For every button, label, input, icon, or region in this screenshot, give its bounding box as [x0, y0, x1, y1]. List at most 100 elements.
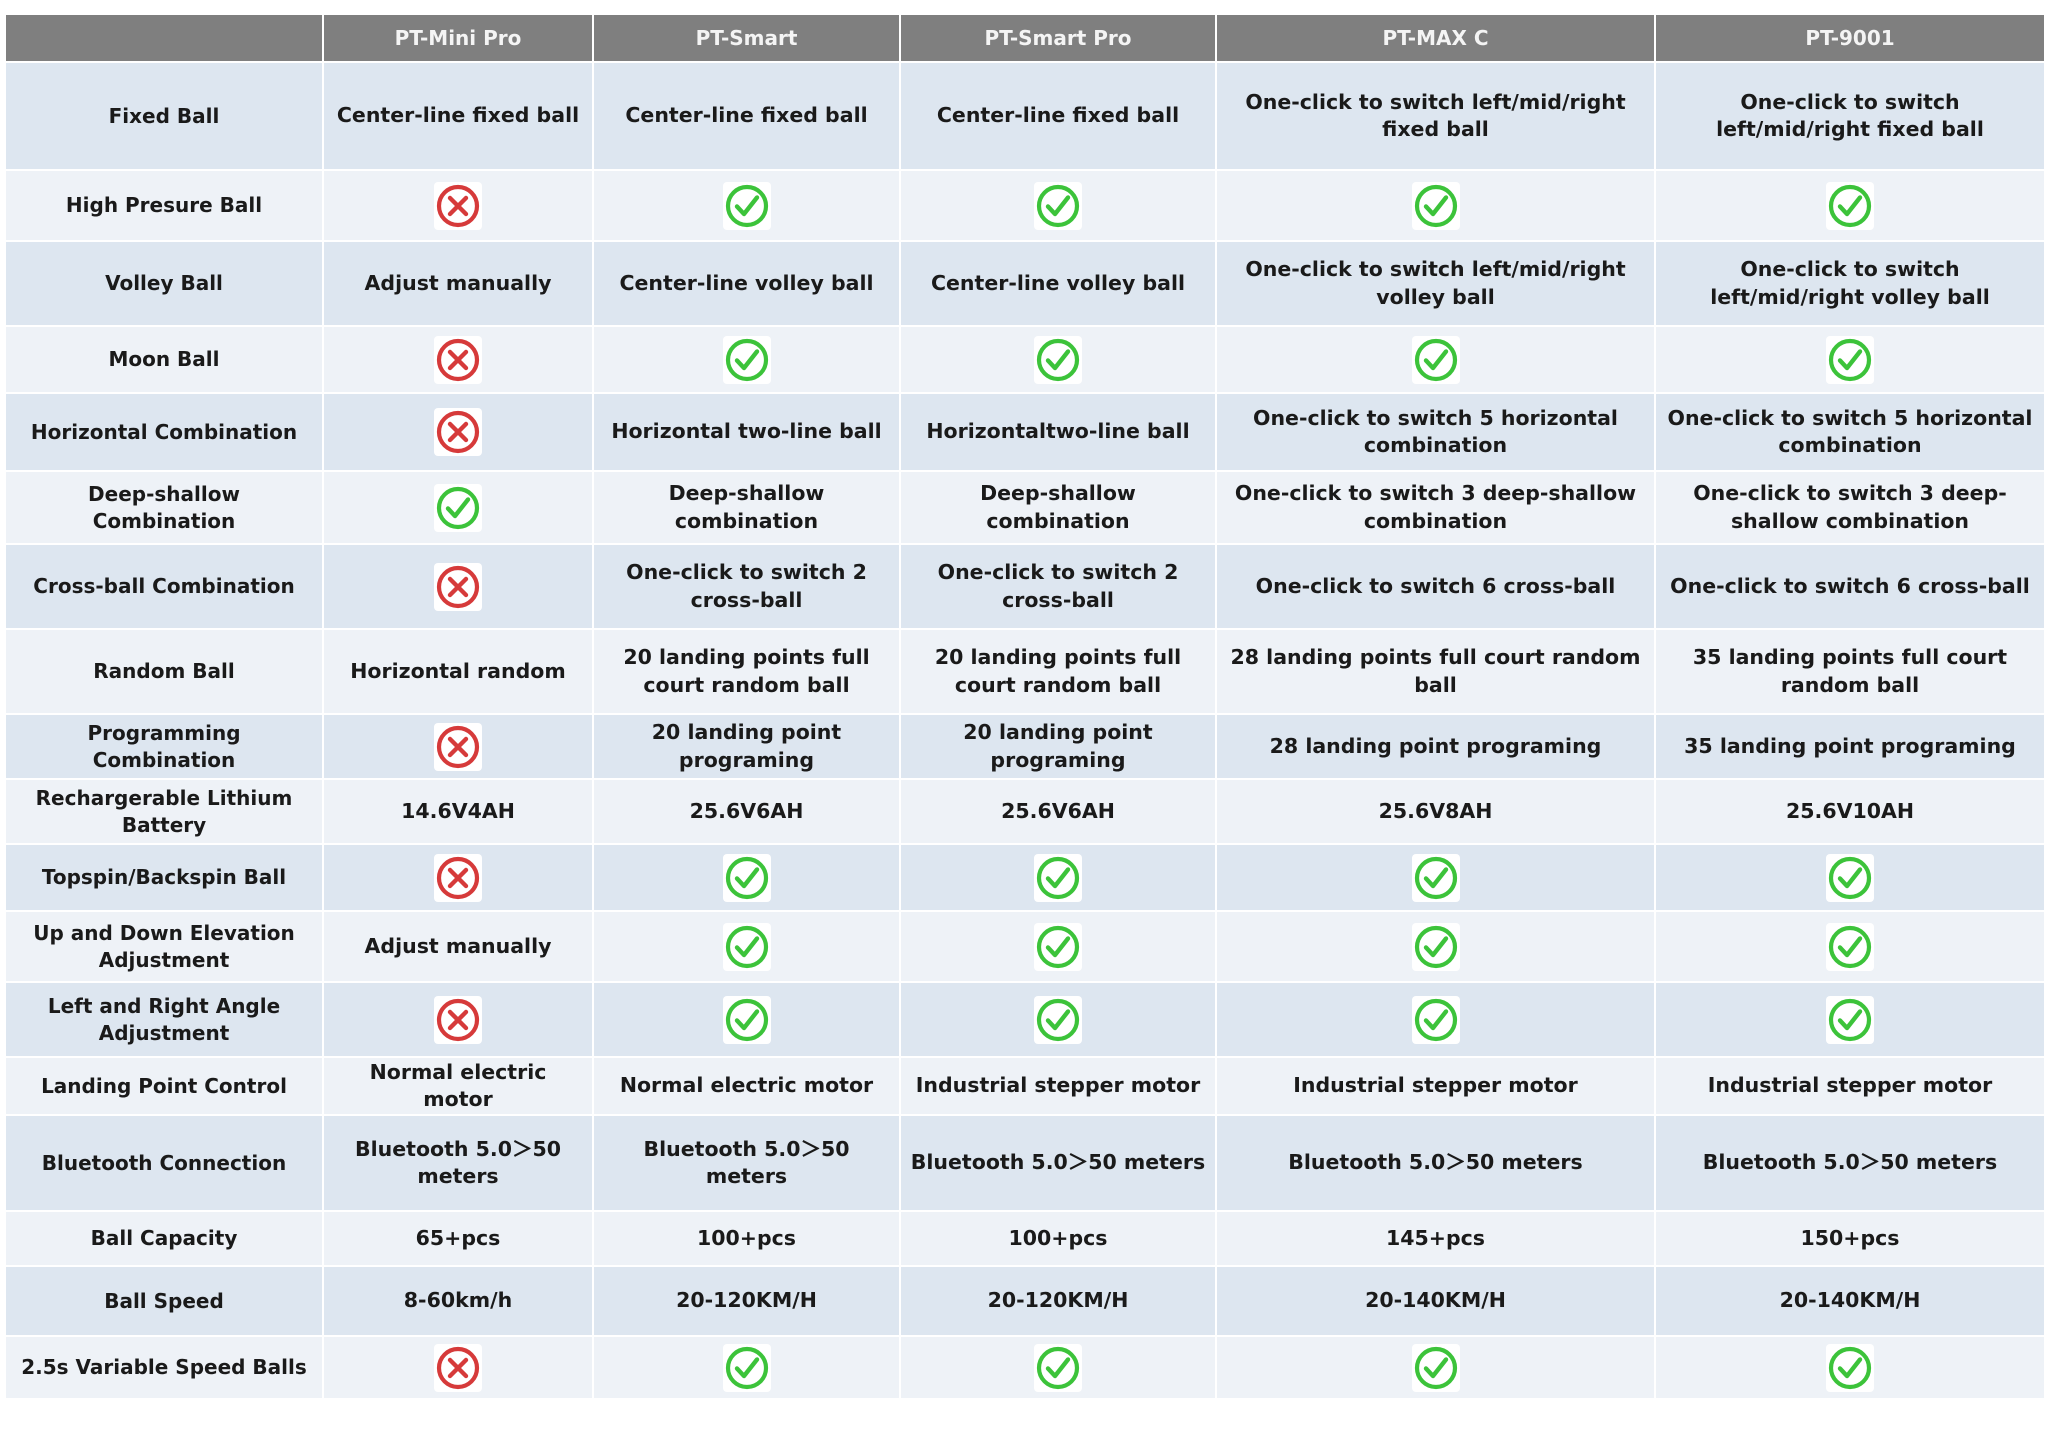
- table-cell-text: Center-line fixed ball: [592, 61, 901, 171]
- column-header-4: PT-MAX C: [1215, 13, 1656, 63]
- table-cell: [322, 713, 594, 780]
- table-cell-text: One-click to switch 2 cross-ball: [592, 543, 901, 630]
- header-corner: [4, 13, 324, 63]
- table-cell: [322, 543, 594, 630]
- table-body: Fixed Ball Center-line fixed ball Center-l…: [4, 61, 2046, 1400]
- row-label: Volley Ball: [4, 240, 324, 327]
- table-cell-text: Center-line volley ball: [899, 240, 1217, 327]
- table-row: Cross-ball Combination One-click to switc…: [4, 543, 2046, 630]
- table-cell-text: 28 landing point programing: [1215, 713, 1656, 780]
- table-cell-text: 28 landing points full court random ball: [1215, 628, 1656, 715]
- table-cell: [1654, 325, 2046, 394]
- table-cell: [322, 1335, 594, 1400]
- table-cell: [592, 910, 901, 983]
- check-icon: [722, 853, 771, 902]
- check-icon: [1411, 995, 1460, 1044]
- table-row: Moon Ball: [4, 325, 2046, 394]
- table-cell-text: Bluetooth 5.0＞50 meters: [322, 1114, 594, 1212]
- check-icon: [1826, 853, 1874, 902]
- table-row: Horizontal Combination Horizontal two-lin…: [4, 392, 2046, 472]
- row-label: Left and Right Angle Adjustment: [4, 981, 324, 1058]
- table-cell-text: 20-120KM/H: [899, 1265, 1217, 1337]
- table-row: Bluetooth Connection Bluetooth 5.0＞50 met…: [4, 1114, 2046, 1212]
- table-cell: [1215, 910, 1656, 983]
- table-cell-text: One-click to switch 3 deep-shallow combi…: [1215, 470, 1656, 545]
- check-icon: [722, 181, 771, 230]
- check-icon: [722, 922, 771, 971]
- row-label: Random Ball: [4, 628, 324, 715]
- table-cell-text: 8-60km/h: [322, 1265, 594, 1337]
- column-header-3: PT-Smart Pro: [899, 13, 1217, 63]
- table-cell-text: Horizontaltwo-line ball: [899, 392, 1217, 472]
- table-cell: [1215, 843, 1656, 912]
- table-cell-text: One-click to switch 2 cross-ball: [899, 543, 1217, 630]
- table-cell: [322, 843, 594, 912]
- row-label: Ball Speed: [4, 1265, 324, 1337]
- table-cell-text: Industrial stepper motor: [1654, 1056, 2046, 1116]
- table-cell-text: 150+pcs: [1654, 1210, 2046, 1267]
- table-cell-text: 100+pcs: [899, 1210, 1217, 1267]
- table-cell-text: Normal electric motor: [322, 1056, 594, 1116]
- check-icon: [434, 483, 482, 532]
- check-icon: [1034, 922, 1082, 971]
- check-icon: [1034, 335, 1082, 384]
- table-cell-text: One-click to switch left/mid/right fixed…: [1215, 61, 1656, 171]
- table-cell: [592, 843, 901, 912]
- table-row: Left and Right Angle Adjustment: [4, 981, 2046, 1058]
- check-icon: [722, 335, 771, 384]
- table-row: Topspin/Backspin Ball: [4, 843, 2046, 912]
- table-row: Rechargerable Lithium Battery 14.6V4AH 25.…: [4, 778, 2046, 845]
- row-label: Programming Combination: [4, 713, 324, 780]
- table-cell-text: One-click to switch left/mid/right volle…: [1215, 240, 1656, 327]
- table-cell: [899, 981, 1217, 1058]
- check-icon: [1411, 335, 1460, 384]
- row-label: Topspin/Backspin Ball: [4, 843, 324, 912]
- cross-icon: [434, 181, 482, 230]
- row-label: Cross-ball Combination: [4, 543, 324, 630]
- cross-icon: [434, 853, 482, 902]
- cross-icon: [434, 722, 482, 771]
- table-cell: [899, 169, 1217, 242]
- row-label: Landing Point Control: [4, 1056, 324, 1116]
- check-icon: [1411, 181, 1460, 230]
- table-cell: [1215, 1335, 1656, 1400]
- column-header-2: PT-Smart: [592, 13, 901, 63]
- row-label: Horizontal Combination: [4, 392, 324, 472]
- check-icon: [1826, 181, 1874, 230]
- table-row: Fixed Ball Center-line fixed ball Center-l…: [4, 61, 2046, 171]
- row-label: Fixed Ball: [4, 61, 324, 171]
- table-row: High Presure Ball: [4, 169, 2046, 242]
- table-cell: [1654, 843, 2046, 912]
- table-cell: [322, 981, 594, 1058]
- table-cell: [1215, 169, 1656, 242]
- table-cell-text: Deep-shallow combination: [899, 470, 1217, 545]
- table-cell-text: 65+pcs: [322, 1210, 594, 1267]
- table-cell: [1215, 325, 1656, 394]
- table-cell-text: Horizontal two-line ball: [592, 392, 901, 472]
- row-label: Moon Ball: [4, 325, 324, 394]
- table-row: Volley Ball Adjust manually Center-line vo…: [4, 240, 2046, 327]
- check-icon: [1826, 995, 1874, 1044]
- table-cell-text: Adjust manually: [322, 910, 594, 983]
- check-icon: [1034, 853, 1082, 902]
- table-cell-text: 35 landing point programing: [1654, 713, 2046, 780]
- table-cell-text: Adjust manually: [322, 240, 594, 327]
- table-cell: [322, 470, 594, 545]
- check-icon: [1411, 853, 1460, 902]
- table-cell-text: 20 landing point programing: [592, 713, 901, 780]
- table-cell: [899, 325, 1217, 394]
- table-cell-text: Bluetooth 5.0＞50 meters: [1654, 1114, 2046, 1212]
- row-label: Ball Capacity: [4, 1210, 324, 1267]
- table-cell-text: Bluetooth 5.0＞50 meters: [592, 1114, 901, 1212]
- table-cell-text: 100+pcs: [592, 1210, 901, 1267]
- table-cell: [1654, 169, 2046, 242]
- check-icon: [1034, 995, 1082, 1044]
- check-icon: [1826, 1343, 1874, 1392]
- table-cell-text: Industrial stepper motor: [1215, 1056, 1656, 1116]
- table-cell-text: Deep-shallow combination: [592, 470, 901, 545]
- column-header-1: PT-Mini Pro: [322, 13, 594, 63]
- table-cell-text: One-click to switch 5 horizontal combina…: [1654, 392, 2046, 472]
- cross-icon: [434, 562, 482, 611]
- table-cell-text: 20-140KM/H: [1654, 1265, 2046, 1337]
